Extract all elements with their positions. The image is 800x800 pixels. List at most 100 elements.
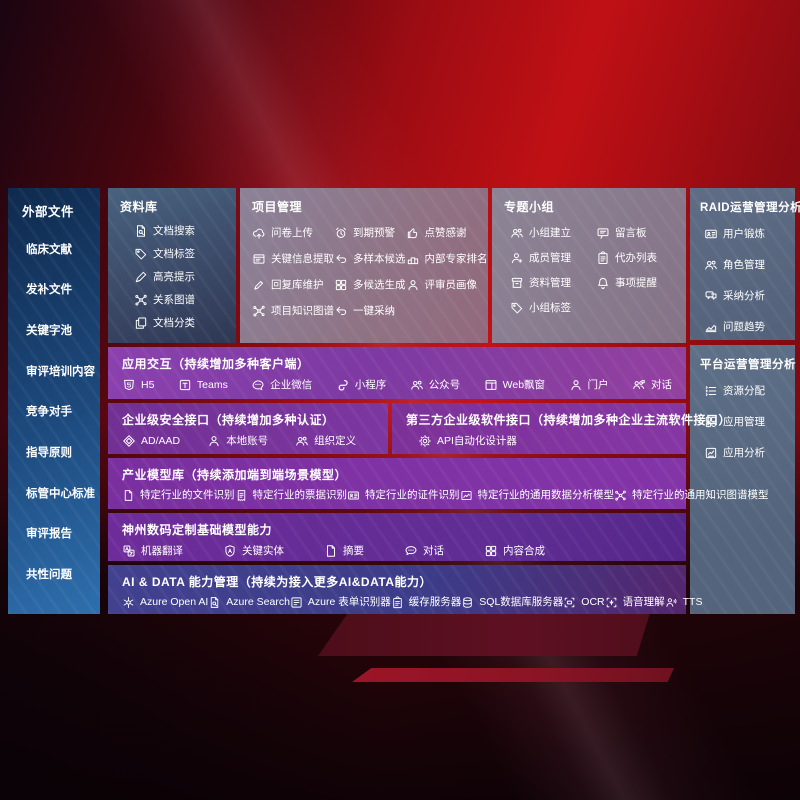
panel-title: 平台运营管理分析 — [700, 359, 796, 371]
list-item: 关键实体 — [223, 544, 284, 558]
database-icon — [461, 596, 474, 609]
graph-icon — [252, 304, 266, 318]
app-interaction-row: H5 Teams 企业微信 小程序 公众号 Web飘窗 门户 对话 — [108, 376, 686, 392]
list-item: SQL数据库服务器 — [461, 596, 563, 609]
gear-icon — [418, 434, 432, 448]
list-item: 留言板 — [596, 226, 678, 240]
panel-title: 外部文件 — [22, 205, 75, 219]
chat-bubble-icon — [404, 544, 418, 558]
list-item: 文档标签 — [134, 247, 236, 261]
third-party-api-row: API自动化设计器 — [392, 432, 686, 448]
list-item: AD/AAD — [122, 434, 180, 448]
list-item: 评审员画像 — [406, 278, 488, 292]
list-item: 应用分析 — [704, 446, 795, 460]
list-item: 小程序 — [336, 378, 386, 392]
topic-groups-grid: 小组建立 留言板 成员管理 代办列表 资料管理 事项提醒 小组标签 — [492, 220, 686, 315]
tts-speaker-icon — [665, 596, 678, 609]
list-item: 高亮提示 — [134, 270, 236, 284]
users-icon — [510, 226, 524, 240]
list-item: 共性问题 — [26, 568, 72, 581]
app-chart-icon — [704, 446, 718, 460]
list-item: 应用管理 — [704, 415, 795, 429]
list-item: 回复库维护 — [252, 278, 334, 292]
list-item: 事项提醒 — [596, 276, 678, 290]
bell-icon — [596, 276, 610, 290]
list-item: 关系图谱 — [134, 293, 236, 307]
band-ai-data-management: AI & DATA 能力管理（持续为接入更多AI&DATA能力） Azure O… — [108, 565, 702, 614]
list-item: 对话 — [632, 378, 672, 392]
archive-icon — [510, 276, 524, 290]
monitor-stand-shape — [318, 613, 650, 656]
panel-topic-groups: 专题小组 小组建立 留言板 成员管理 代办列表 资料管理 事项提醒 小组标签 — [492, 188, 686, 343]
cloud-upload-icon — [252, 226, 266, 240]
user-icon — [569, 378, 583, 392]
panel-external-files: 外部文件 临床文献 发补文件 关键字池 审评培训内容 竞争对手 指导原则 标管中心标准 审评报… — [8, 188, 100, 614]
list-item: 到期预警 — [334, 226, 406, 240]
user-icon — [207, 434, 221, 448]
band-security-api: 企业级安全接口（持续增加多种认证） AD/AAD 本地账号 组织定义 — [108, 403, 388, 454]
base-models-row: 机器翻译 关键实体 摘要 对话 内容合成 — [108, 542, 686, 558]
id-card-icon — [704, 227, 718, 241]
band-app-interaction: 应用交互（持续增加多种客户端） H5 Teams 企业微信 小程序 公众号 Web飘窗 门户… — [108, 347, 686, 399]
pen-icon — [252, 278, 266, 292]
chat-qa-icon — [704, 289, 718, 303]
band-title: 企业级安全接口（持续增加多种认证） — [122, 413, 335, 427]
voice-icon — [605, 596, 618, 609]
list-item: Azure Search — [208, 596, 290, 609]
panel-repository: 资料库 文档搜索 文档标签 高亮提示 关系图谱 文档分类 — [108, 188, 236, 343]
list-item: 关键字池 — [26, 324, 72, 337]
list-item: 企业微信 — [251, 378, 312, 392]
form-icon — [290, 596, 303, 609]
apps-grid-icon — [704, 415, 718, 429]
image-chart-icon — [460, 489, 473, 502]
list-item: H5 — [122, 378, 154, 392]
ai-data-row: Azure Open AI Azure Search Azure 表单识别器 缓存服务… — [108, 594, 702, 609]
band-base-models: 神州数码定制基础模型能力 机器翻译 关键实体 摘要 对话 内容合成 — [108, 513, 686, 561]
list-item: 成员管理 — [510, 251, 596, 265]
list-item: 特定行业的文件识别 — [122, 489, 235, 502]
list-item: 一键采纳 — [334, 304, 406, 318]
thumb-up-icon — [406, 226, 420, 240]
teams-icon — [178, 378, 192, 392]
industry-models-row: 特定行业的文件识别 特定行业的票据识别 特定行业的证件识别 特定行业的通用数据分析模型… — [108, 487, 769, 502]
band-title: 应用交互（持续增加多种客户端） — [122, 357, 310, 371]
band-title: 神州数码定制基础模型能力 — [122, 523, 273, 537]
arrow-back-icon — [334, 252, 348, 266]
clipboard-icon — [391, 596, 404, 609]
list-item: 缓存服务器 — [391, 596, 461, 609]
list-item: 资料管理 — [510, 276, 596, 290]
list-item: API自动化设计器 — [418, 434, 517, 448]
podium-icon — [406, 252, 420, 266]
panel-title: 资料库 — [120, 200, 158, 214]
list-item: 竞争对手 — [26, 406, 72, 419]
list-item: 摘要 — [324, 544, 364, 558]
repository-list: 文档搜索 文档标签 高亮提示 关系图谱 文档分类 — [108, 220, 236, 330]
list-item: 指导原则 — [26, 446, 72, 459]
list-item: 文档分类 — [134, 316, 236, 330]
arrow-back-icon — [334, 304, 348, 318]
list-item: 特定行业的票据识别 — [235, 489, 347, 502]
list-item: 特定行业的证件识别 — [347, 489, 460, 502]
list-icon — [704, 384, 718, 398]
list-item: 采纳分析 — [704, 289, 795, 303]
graph-icon — [614, 489, 627, 502]
tag-icon — [510, 301, 524, 315]
band-third-party-api: 第三方企业级软件接口（持续增加多种企业主流软件接口） API自动化设计器 — [392, 403, 731, 454]
receipt-icon — [235, 489, 248, 502]
list-item: 关键信息提取 — [252, 252, 334, 266]
band-title: 产业模型库（持续添加端到端场景模型） — [122, 468, 348, 482]
list-item: 发补文件 — [26, 284, 72, 297]
graph-icon — [134, 293, 148, 307]
list-item: 资源分配 — [704, 384, 795, 398]
list-item: Teams — [178, 378, 228, 392]
user-add-icon — [510, 251, 524, 265]
list-item: 门户 — [569, 378, 609, 392]
list-item: 本地账号 — [207, 434, 268, 448]
alarm-icon — [334, 226, 348, 240]
list-item: 机器翻译 — [122, 544, 183, 558]
panel-raid-analysis: RAID运营管理分析 用户锻炼 角色管理 采纳分析 问题趋势 — [690, 188, 800, 340]
id-card-icon — [347, 489, 360, 502]
architecture-board: 外部文件 临床文献 发补文件 关键字池 审评培训内容 竞争对手 指导原则 标管中心标准 审评报… — [8, 188, 800, 614]
list-item: 问卷上传 — [252, 226, 334, 240]
users-icon — [295, 434, 309, 448]
